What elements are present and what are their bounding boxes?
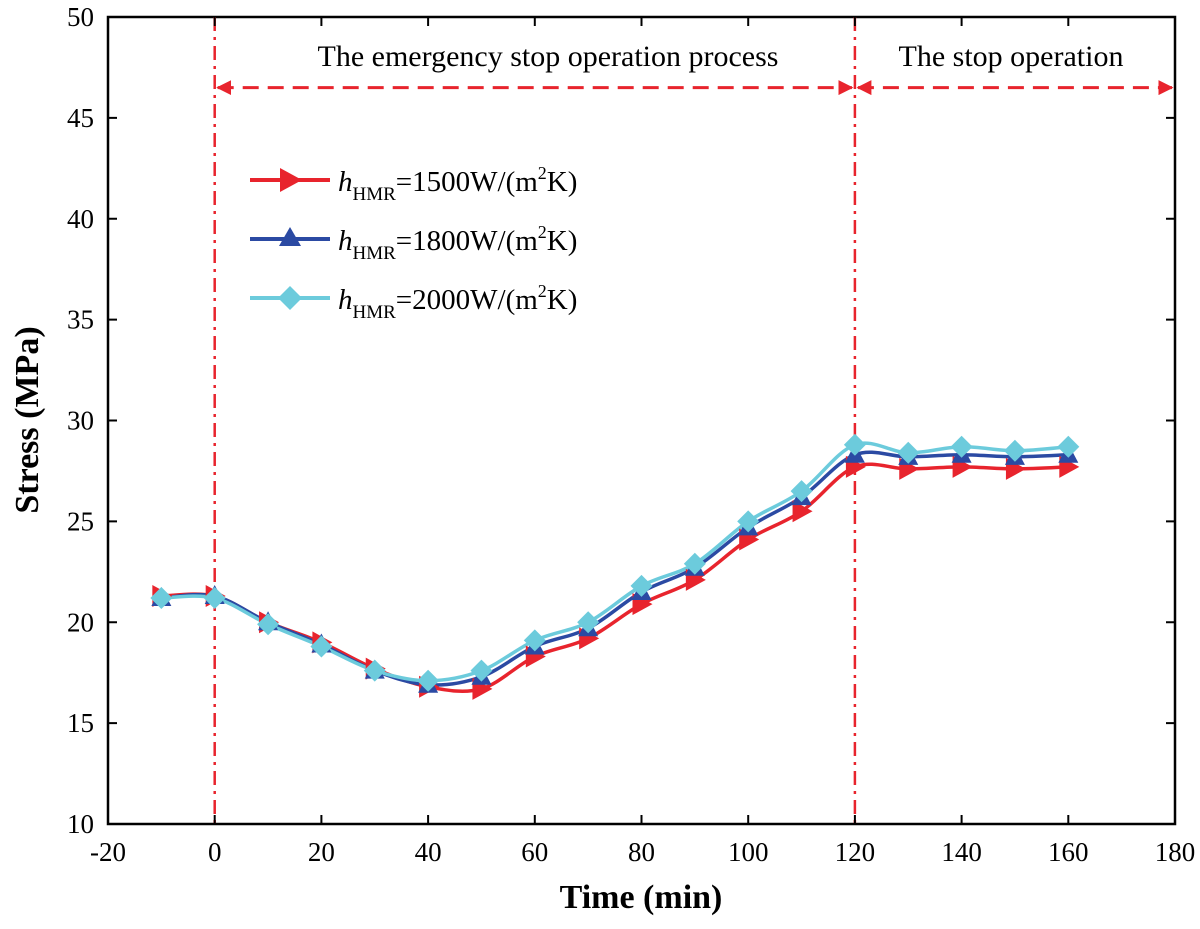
- x-tick-label: -20: [90, 837, 126, 867]
- y-tick-label: 15: [67, 708, 94, 738]
- data-point-0-12: [792, 500, 813, 523]
- data-point-2-15: [950, 435, 973, 458]
- data-point-2-6: [470, 659, 493, 682]
- x-tick-label: 20: [308, 837, 335, 867]
- legend-entry-2000: hHMR=2000W/(m2K): [250, 281, 577, 323]
- data-point-2-4: [363, 659, 386, 682]
- y-tick-label: 10: [67, 809, 94, 839]
- y-tick-label: 20: [67, 607, 94, 637]
- data-point-2-0: [150, 587, 173, 610]
- y-tick-label: 35: [67, 305, 94, 335]
- legend-sub-1800: HMR: [353, 243, 397, 264]
- data-point-2-2: [257, 613, 280, 636]
- data-point-2-7: [523, 629, 546, 652]
- legend-entry-1800: hHMR=1800W/(m2K): [250, 222, 577, 264]
- x-tick-label: 180: [1155, 837, 1196, 867]
- legend-label-1500: hHMR=1500W/(m2K): [338, 163, 577, 205]
- legend-entry-1500: hHMR=1500W/(m2K): [250, 163, 577, 205]
- legend-marker-1800: [279, 227, 301, 246]
- data-point-2-10: [683, 552, 706, 575]
- legend-h-1800: h: [338, 225, 353, 257]
- series-line-1: [161, 450, 1069, 687]
- x-tick-label: 120: [835, 837, 876, 867]
- legend-label-2000: hHMR=2000W/(m2K): [338, 281, 577, 323]
- reference-lines: [213, 17, 857, 824]
- annotation-stop-operation: The stop operation: [899, 40, 1124, 73]
- data-point-2-11: [737, 510, 760, 533]
- legend-mid-2000: =2000W/(m: [396, 284, 538, 316]
- legend-h-2000: h: [338, 284, 353, 316]
- data-point-2-14: [897, 441, 920, 464]
- legend-sub-2000: HMR: [353, 302, 397, 323]
- annotation-emergency-stop: The emergency stop operation process: [318, 40, 779, 73]
- data-point-2-5: [417, 669, 440, 692]
- y-axis-title: Stress (MPa): [9, 326, 46, 513]
- y-tick-label: 45: [67, 103, 94, 133]
- series-lines: [161, 441, 1069, 694]
- legend-h-1500: h: [338, 166, 353, 198]
- data-point-2-16: [1003, 439, 1026, 462]
- legend-mid-1800: =1800W/(m: [396, 225, 538, 257]
- x-tick-label: 60: [521, 837, 548, 867]
- x-tick-label: 100: [728, 837, 769, 867]
- y-tick-label: 25: [67, 506, 94, 536]
- legend-sub-1500: HMR: [353, 184, 397, 205]
- data-point-2-13: [843, 433, 866, 456]
- legend-end-1500: K): [547, 166, 578, 198]
- x-tick-label: 140: [941, 837, 982, 867]
- legend-sup-1500: 2: [538, 163, 547, 183]
- y-tick-label: 40: [67, 204, 94, 234]
- legend-end-1800: K): [547, 225, 578, 257]
- series-markers: [150, 433, 1080, 700]
- legend-sup-1800: 2: [538, 222, 547, 242]
- data-point-2-3: [310, 635, 333, 658]
- plot-frame: [106, 15, 1177, 826]
- x-tick-label: 80: [628, 837, 655, 867]
- data-point-2-12: [790, 480, 813, 503]
- x-tick-label: 40: [415, 837, 442, 867]
- y-tick-label: 30: [67, 406, 94, 436]
- x-axis-title: Time (min): [560, 879, 723, 916]
- series-line-0: [161, 462, 1069, 694]
- data-point-2-8: [577, 611, 600, 634]
- legend-label-1800: hHMR=1800W/(m2K): [338, 222, 577, 264]
- legend-end-2000: K): [547, 284, 578, 316]
- legend-marker-2000: [278, 286, 302, 310]
- data-point-2-9: [630, 574, 653, 597]
- legend-marker-1500: [280, 168, 302, 192]
- axis-ticks: -20 0 20 40 60 80 100 120 140 160 180 10 15 20 25 30 35 4…: [67, 2, 1195, 867]
- series-line-2: [161, 441, 1069, 683]
- data-point-2-1: [203, 587, 226, 610]
- y-tick-label: 50: [67, 2, 94, 32]
- legend: hHMR=1500W/(m2K) hHMR=1800W/(m2K) hHMR=2…: [250, 163, 577, 323]
- legend-mid-1500: =1500W/(m: [396, 166, 538, 198]
- x-tick-label: 160: [1048, 837, 1089, 867]
- data-point-2-17: [1057, 435, 1080, 458]
- legend-sup-2000: 2: [538, 281, 547, 301]
- x-tick-label: 0: [208, 837, 222, 867]
